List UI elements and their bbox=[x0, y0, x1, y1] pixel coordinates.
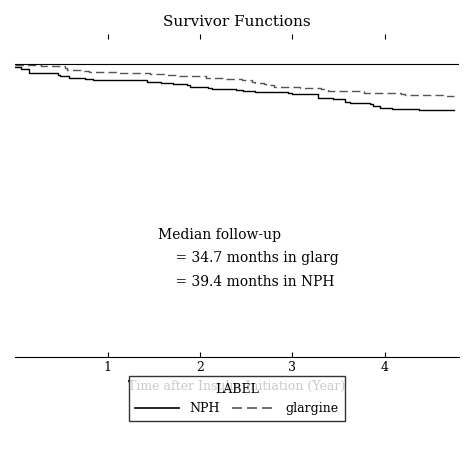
Text: Median follow-up: Median follow-up bbox=[158, 228, 282, 242]
Legend: NPH, glargine: NPH, glargine bbox=[129, 376, 345, 421]
Title: Survivor Functions: Survivor Functions bbox=[163, 15, 311, 29]
Text: = 39.4 months in NPH: = 39.4 months in NPH bbox=[158, 274, 335, 289]
Text: = 34.7 months in glarg: = 34.7 months in glarg bbox=[158, 251, 339, 265]
X-axis label: Time after Insulin Initiation (Year): Time after Insulin Initiation (Year) bbox=[128, 380, 346, 393]
